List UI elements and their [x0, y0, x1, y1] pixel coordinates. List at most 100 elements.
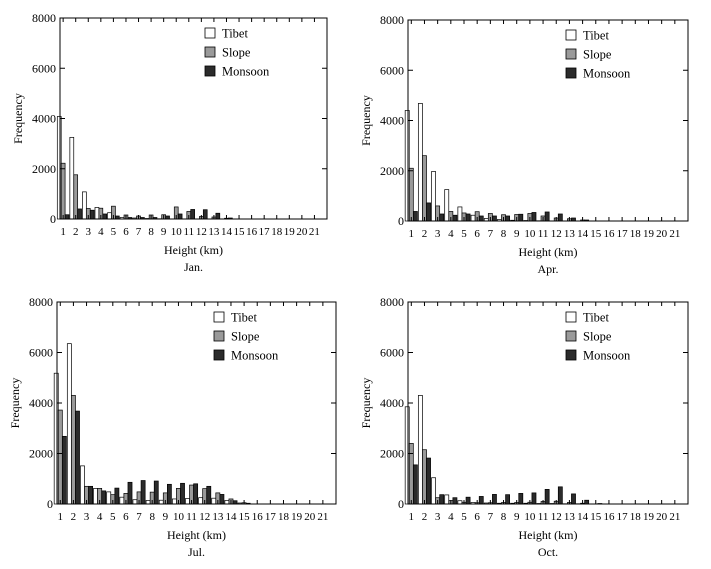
x-tick-label: 3: [84, 511, 90, 523]
legend-label-tibet: Tibet: [583, 311, 609, 325]
x-tick-label: 2: [422, 228, 428, 240]
y-axis-label: Frequency: [359, 378, 373, 429]
x-tick-label: 14: [225, 511, 237, 523]
bar-tibet-2: [66, 343, 72, 505]
x-tick-label: 7: [488, 228, 494, 240]
bar-monsoon-1: [412, 464, 418, 505]
bars: [404, 103, 590, 222]
bar-monsoon-2: [426, 457, 431, 505]
x-tick-label: 9: [514, 228, 520, 240]
y-axis-label: Frequency: [359, 95, 373, 146]
x-tick-label: 10: [524, 228, 536, 240]
x-tick-label: 20: [656, 228, 668, 240]
x-tick-label: 8: [501, 511, 507, 523]
x-tick-label: 17: [265, 511, 277, 523]
x-tick-label: 9: [161, 226, 167, 238]
bar-tibet-5: [457, 206, 463, 222]
legend-label-slope: Slope: [583, 330, 612, 344]
bar-monsoon-5: [465, 496, 471, 505]
x-tick-label: 13: [208, 226, 220, 238]
panel-title: Jan.: [184, 260, 203, 274]
x-tick-label: 1: [409, 228, 415, 240]
bars: [404, 395, 603, 505]
bar-tibet-2: [69, 136, 75, 220]
x-tick-label: 8: [501, 228, 507, 240]
legend-swatch-monsoon: [565, 349, 577, 361]
bar-monsoon-7: [492, 215, 497, 222]
bar-slope-1: [408, 443, 414, 505]
x-tick-label: 11: [186, 511, 197, 523]
plot-frame: [407, 301, 689, 505]
x-tick-label: 20: [656, 511, 668, 523]
bar-monsoon-11: [544, 211, 550, 222]
x-tick-label: 6: [123, 511, 129, 523]
x-tick-label: 5: [111, 226, 117, 238]
bar-monsoon-6: [478, 215, 484, 222]
y-tick-label: 6000: [380, 63, 404, 77]
x-tick-label: 18: [271, 226, 283, 238]
legend: Tibet Slope Monsoon: [565, 29, 631, 81]
bar-monsoon-13: [215, 212, 221, 220]
bar-monsoon-4: [102, 213, 108, 220]
legend-label-monsoon: Monsoon: [583, 349, 631, 363]
legend-label-tibet: Tibet: [583, 29, 609, 43]
x-tick-label: 8: [149, 511, 155, 523]
bar-tibet-2: [417, 395, 423, 505]
x-tick-label: 16: [603, 228, 615, 240]
x-tick-label: 18: [630, 511, 642, 523]
x-tick-label: 16: [246, 226, 258, 238]
x-tick-label: 19: [643, 511, 655, 523]
y-tick-label: 8000: [380, 295, 404, 309]
bar-tibet-5: [106, 491, 112, 505]
x-tick-label: 16: [603, 511, 615, 523]
bar-monsoon-10: [531, 212, 537, 222]
y-tick-label: 4000: [29, 396, 53, 410]
x-tick-label: 5: [461, 228, 467, 240]
x-tick-label: 3: [435, 228, 441, 240]
x-tick-label: 7: [136, 511, 142, 523]
x-tick-label: 15: [590, 511, 602, 523]
legend: Tibet Slope Monsoon: [565, 311, 631, 363]
y-tick-label: 0: [398, 214, 404, 228]
x-tick-label: 7: [136, 226, 142, 238]
plot-frame: [407, 19, 689, 222]
x-tick-label: 10: [173, 511, 185, 523]
x-tick-label: 1: [409, 511, 415, 523]
bar-tibet-5: [107, 212, 112, 220]
bar-tibet-4: [444, 494, 450, 505]
x-tick-label: 14: [577, 228, 589, 240]
x-tick-label: 6: [474, 228, 480, 240]
y-tick-label: 0: [50, 212, 56, 226]
x-tick-label: 12: [551, 511, 562, 523]
x-tick-label: 4: [97, 511, 103, 523]
legend-label-slope: Slope: [222, 46, 251, 60]
bar-tibet-13: [211, 497, 217, 505]
bar-tibet-4: [93, 488, 98, 505]
legend-swatch-tibet: [565, 29, 577, 41]
x-tick-label: 1: [60, 226, 66, 238]
bar-tibet-12: [198, 497, 204, 505]
bar-monsoon-3: [439, 494, 445, 505]
x-axis-label: Height (km): [167, 528, 226, 542]
bar-tibet-1: [56, 116, 62, 220]
bar-monsoon-13: [219, 494, 225, 505]
x-tick-label: 7: [488, 511, 494, 523]
legend-swatch-slope: [213, 330, 225, 342]
bar-monsoon-2: [75, 410, 80, 505]
bar-slope-2: [73, 174, 79, 220]
x-tick-label: 21: [669, 228, 680, 240]
bar-monsoon-6: [127, 481, 133, 505]
x-tick-label: 4: [98, 226, 104, 238]
bar-monsoon-7: [492, 494, 497, 505]
bar-slope-2: [422, 449, 427, 505]
bar-monsoon-2: [77, 208, 82, 220]
legend: Tibet Slope Monsoon: [204, 27, 270, 79]
x-tick-label: 6: [474, 511, 480, 523]
legend-swatch-tibet: [204, 27, 216, 39]
bar-monsoon-4: [452, 497, 458, 505]
bar-tibet-4: [444, 189, 450, 222]
legend-label-monsoon: Monsoon: [583, 67, 631, 81]
x-tick-label: 12: [199, 511, 210, 523]
